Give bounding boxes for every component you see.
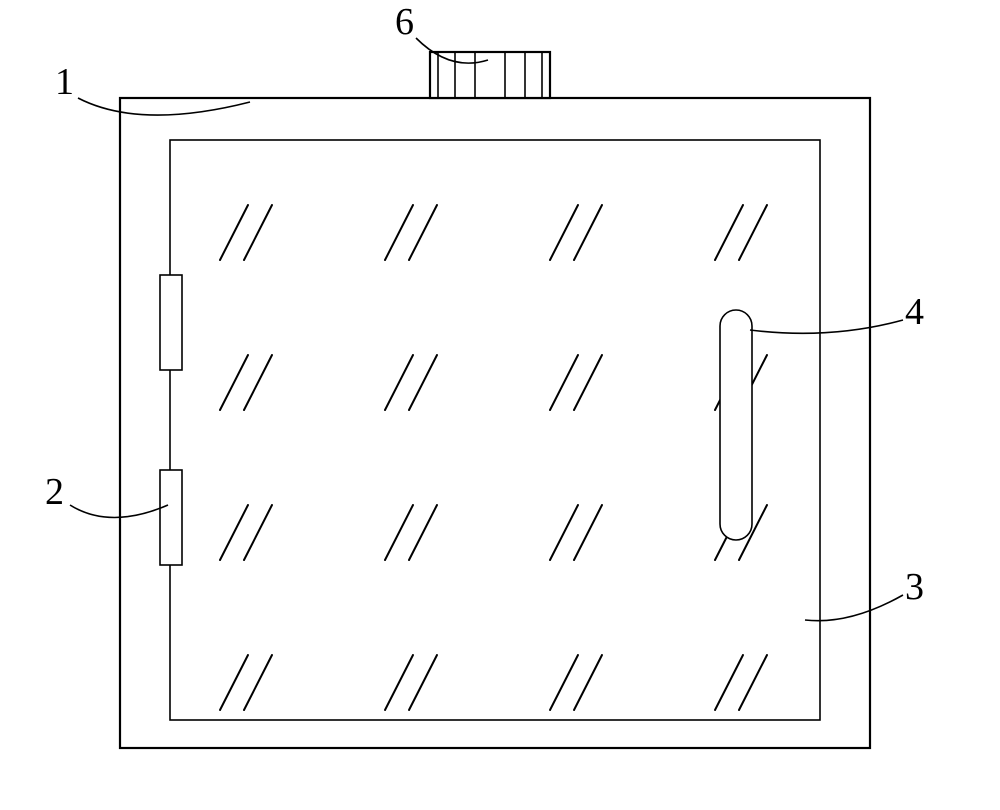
hatch-mark xyxy=(574,355,602,410)
hatch-mark xyxy=(574,655,602,710)
hatch-mark xyxy=(385,355,413,410)
callout-label-3: 3 xyxy=(905,565,924,609)
hatch-mark xyxy=(715,655,743,710)
hatch-mark xyxy=(220,355,248,410)
callout-label-6: 6 xyxy=(395,0,414,44)
leader-line-1 xyxy=(78,98,250,115)
callout-label-1: 1 xyxy=(55,60,74,104)
hatch-mark xyxy=(385,505,413,560)
callout-label-2: 2 xyxy=(45,470,64,514)
hatch-mark xyxy=(574,505,602,560)
leader-line-4 xyxy=(750,320,903,333)
hatch-mark xyxy=(550,655,578,710)
hatch-mark xyxy=(244,355,272,410)
hatch-mark xyxy=(244,205,272,260)
hatch-mark xyxy=(715,205,743,260)
hatch-mark xyxy=(220,655,248,710)
hatch-mark xyxy=(550,205,578,260)
hatch-mark xyxy=(409,505,437,560)
hatch-mark xyxy=(409,355,437,410)
hatch-mark xyxy=(739,655,767,710)
hatch-mark xyxy=(220,205,248,260)
hatch-mark xyxy=(220,505,248,560)
hatch-mark xyxy=(739,205,767,260)
callout-label-4: 4 xyxy=(905,290,924,334)
hatch-mark xyxy=(550,505,578,560)
hatch-mark xyxy=(409,205,437,260)
hatch-mark xyxy=(385,655,413,710)
hatch-mark xyxy=(574,205,602,260)
hatch-mark xyxy=(550,355,578,410)
handle xyxy=(720,310,752,540)
hinge-0 xyxy=(160,275,182,370)
hatch-mark xyxy=(244,505,272,560)
hatch-mark xyxy=(244,655,272,710)
hatch-mark xyxy=(409,655,437,710)
outer-box xyxy=(120,98,870,748)
hatch-mark xyxy=(385,205,413,260)
hinge-1 xyxy=(160,470,182,565)
